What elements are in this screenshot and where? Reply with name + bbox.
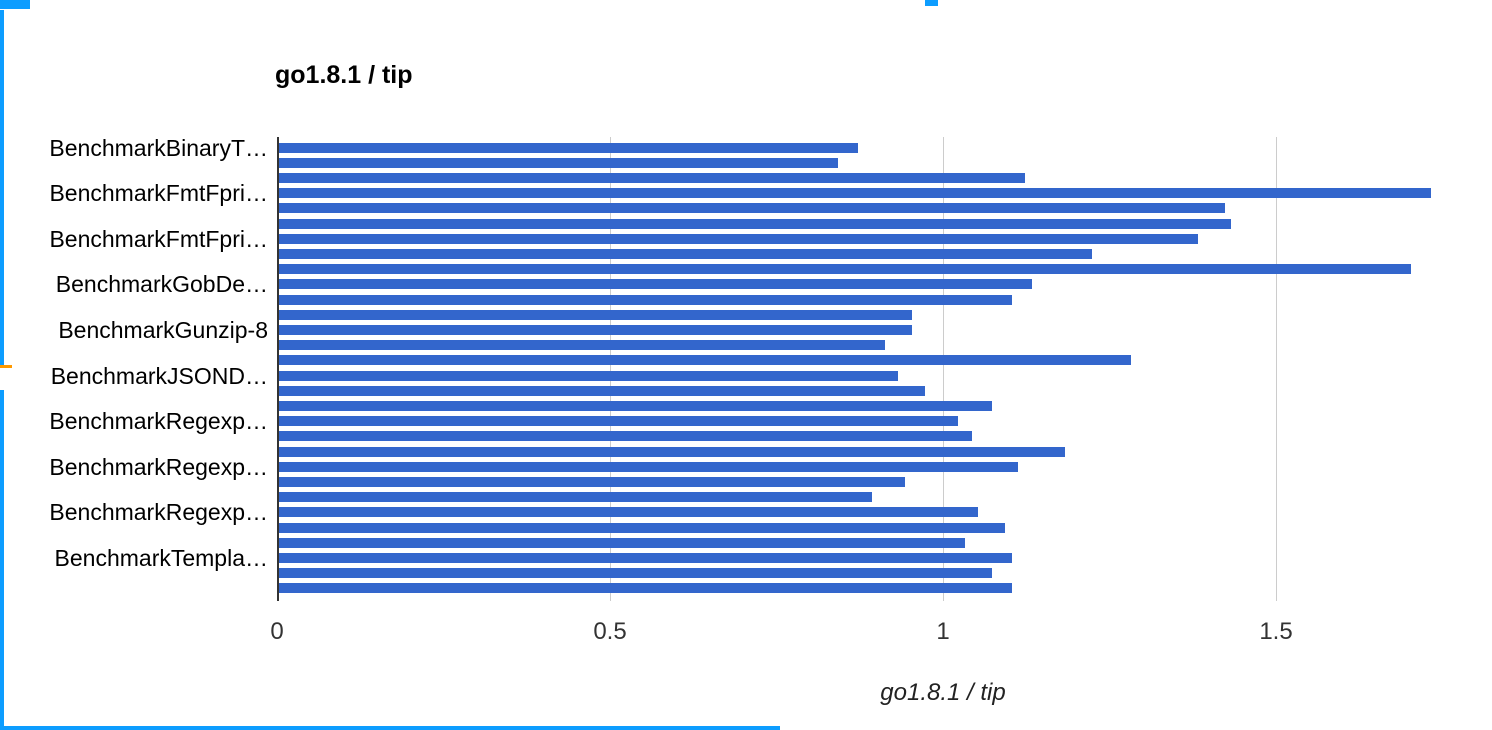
selection-border-left-upper <box>0 10 4 365</box>
bar[interactable] <box>279 188 1431 199</box>
x-axis-title: go1.8.1 / tip <box>880 679 1006 706</box>
y-axis-label: BenchmarkBinaryT… <box>49 135 268 161</box>
bar[interactable] <box>279 583 1012 594</box>
bar[interactable] <box>279 157 838 168</box>
y-axis-label: BenchmarkRegexp… <box>49 454 268 480</box>
x-axis-tick-label: 0 <box>270 618 284 645</box>
bar[interactable] <box>279 431 972 442</box>
bar[interactable] <box>279 507 978 518</box>
x-axis-tick-label: 1.5 <box>1259 618 1293 645</box>
bar[interactable] <box>279 552 1012 563</box>
y-axis-label: BenchmarkTempla… <box>54 545 268 571</box>
bar[interactable] <box>279 264 1411 275</box>
bar[interactable] <box>279 142 858 153</box>
bar[interactable] <box>279 385 925 396</box>
selection-handle-top-left[interactable] <box>0 0 30 9</box>
bar[interactable] <box>279 172 1025 183</box>
y-axis-label: BenchmarkFmtFpri… <box>49 226 268 252</box>
y-axis-label: BenchmarkFmtFpri… <box>49 180 268 206</box>
bar[interactable] <box>279 370 898 381</box>
bar[interactable] <box>279 203 1225 214</box>
bar[interactable] <box>279 492 872 503</box>
bar[interactable] <box>279 476 905 487</box>
x-axis-tick-label: 0.5 <box>593 618 627 645</box>
bar[interactable] <box>279 416 958 427</box>
y-axis-label: BenchmarkRegexp… <box>49 408 268 434</box>
bar[interactable] <box>279 568 992 579</box>
bar[interactable] <box>279 400 992 411</box>
selection-handle-top[interactable] <box>925 0 938 6</box>
bar[interactable] <box>279 461 1018 472</box>
bar[interactable] <box>279 340 885 351</box>
bar[interactable] <box>279 248 1092 259</box>
bar[interactable] <box>279 522 1005 533</box>
y-axis-label: BenchmarkJSOND… <box>50 363 268 389</box>
bar[interactable] <box>279 446 1065 457</box>
bar[interactable] <box>279 537 965 548</box>
selection-border-left-lower <box>0 390 4 726</box>
bar[interactable] <box>279 233 1198 244</box>
selection-border-bottom <box>0 726 780 730</box>
plot-area <box>277 137 1472 601</box>
y-axis-label: BenchmarkRegexp… <box>49 499 268 525</box>
y-axis-label: BenchmarkGobDe… <box>55 271 268 297</box>
axis-baseline <box>277 137 279 601</box>
gridline <box>943 137 944 601</box>
bar[interactable] <box>279 309 912 320</box>
y-axis-label: BenchmarkGunzip-8 <box>58 317 268 343</box>
x-axis-tick-label: 1 <box>936 618 950 645</box>
bar[interactable] <box>279 218 1231 229</box>
bar[interactable] <box>279 294 1012 305</box>
chart-title: go1.8.1 / tip <box>275 61 413 89</box>
bar[interactable] <box>279 355 1131 366</box>
bar[interactable] <box>279 279 1032 290</box>
gridline <box>610 137 611 601</box>
bar[interactable] <box>279 324 912 335</box>
collaborator-marker <box>0 365 12 368</box>
gridline <box>1276 137 1277 601</box>
